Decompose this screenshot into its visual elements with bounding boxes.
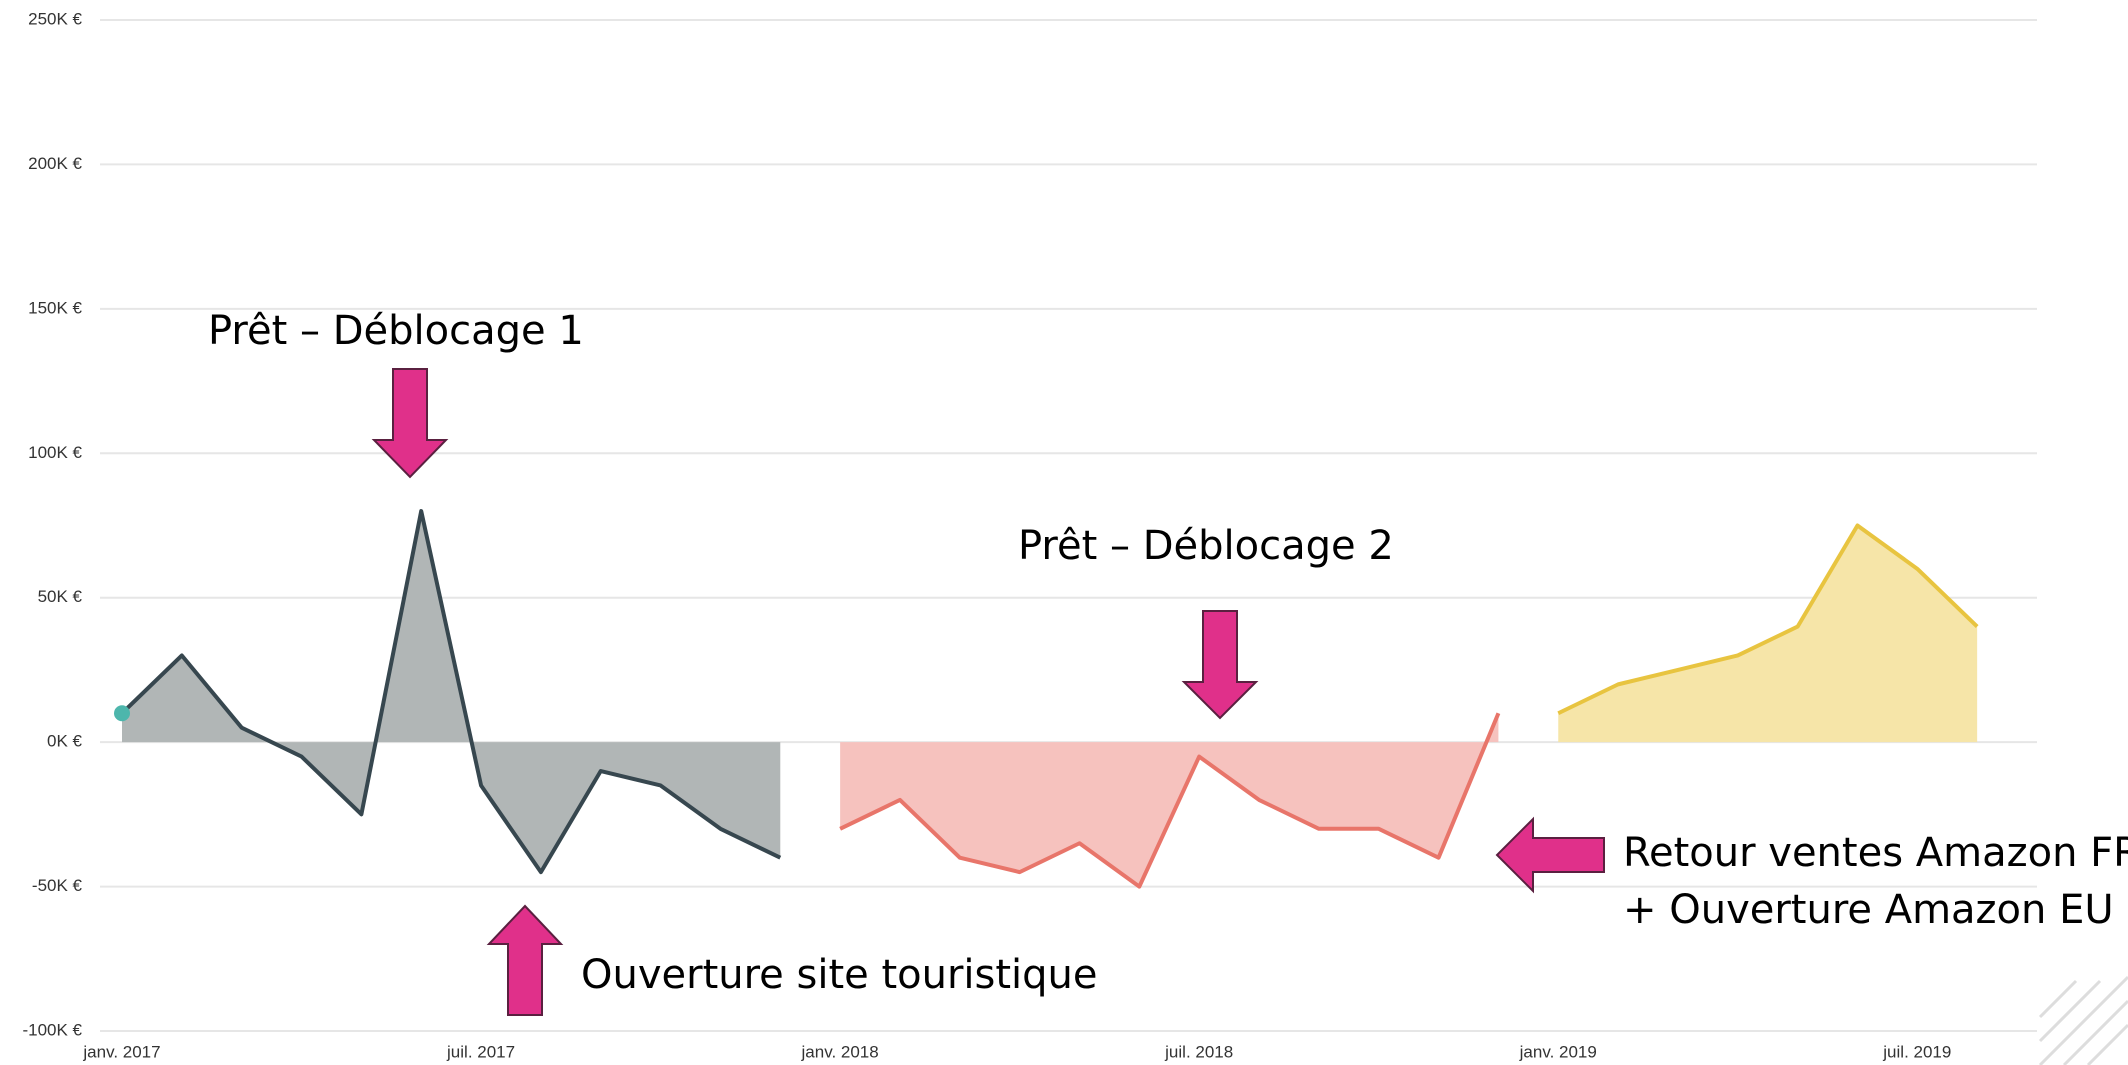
y-tick-label: -50K € — [32, 876, 83, 895]
y-tick-label: 150K € — [28, 298, 82, 317]
x-tick-label: janv. 2017 — [82, 1042, 160, 1061]
annotation: Retour ventes Amazon FR — [1623, 830, 2128, 876]
x-tick-label: janv. 2019 — [1519, 1042, 1597, 1061]
line — [839, 712, 1501, 889]
arrow — [1495, 816, 1605, 894]
x-tick-label: juil. 2017 — [446, 1042, 515, 1061]
annotation: Prêt – Déblocage 1 — [208, 308, 584, 354]
y-tick-label: -100K € — [22, 1020, 82, 1039]
annotation: Ouverture site touristique — [581, 952, 1098, 998]
x-tick-label: juil. 2018 — [1164, 1042, 1233, 1061]
arrow — [1181, 610, 1259, 720]
y-tick-label: 250K € — [28, 9, 82, 28]
area — [840, 713, 1499, 887]
arrow — [371, 368, 449, 479]
x-tick-label: janv. 2018 — [801, 1042, 879, 1061]
y-tick-label: 0K € — [47, 732, 83, 751]
area — [122, 511, 781, 873]
y-tick-label: 100K € — [28, 443, 82, 462]
corner-hatch — [2038, 975, 2128, 1065]
line — [120, 509, 782, 875]
start-marker — [114, 705, 130, 722]
plot: -100K € -50K € 0K € 50K € 100K € 150K € 200K €… — [22, 9, 2037, 1061]
arrow — [486, 904, 564, 1016]
line — [1557, 523, 1979, 716]
area — [1558, 525, 1978, 743]
x-tick-label: juil. 2019 — [1882, 1042, 1951, 1061]
annotation: + Ouverture Amazon EU — [1623, 887, 2114, 933]
annotation: Prêt – Déblocage 2 — [1018, 523, 1394, 569]
y-tick-label: 50K € — [38, 587, 83, 606]
y-tick-label: 200K € — [28, 154, 82, 173]
